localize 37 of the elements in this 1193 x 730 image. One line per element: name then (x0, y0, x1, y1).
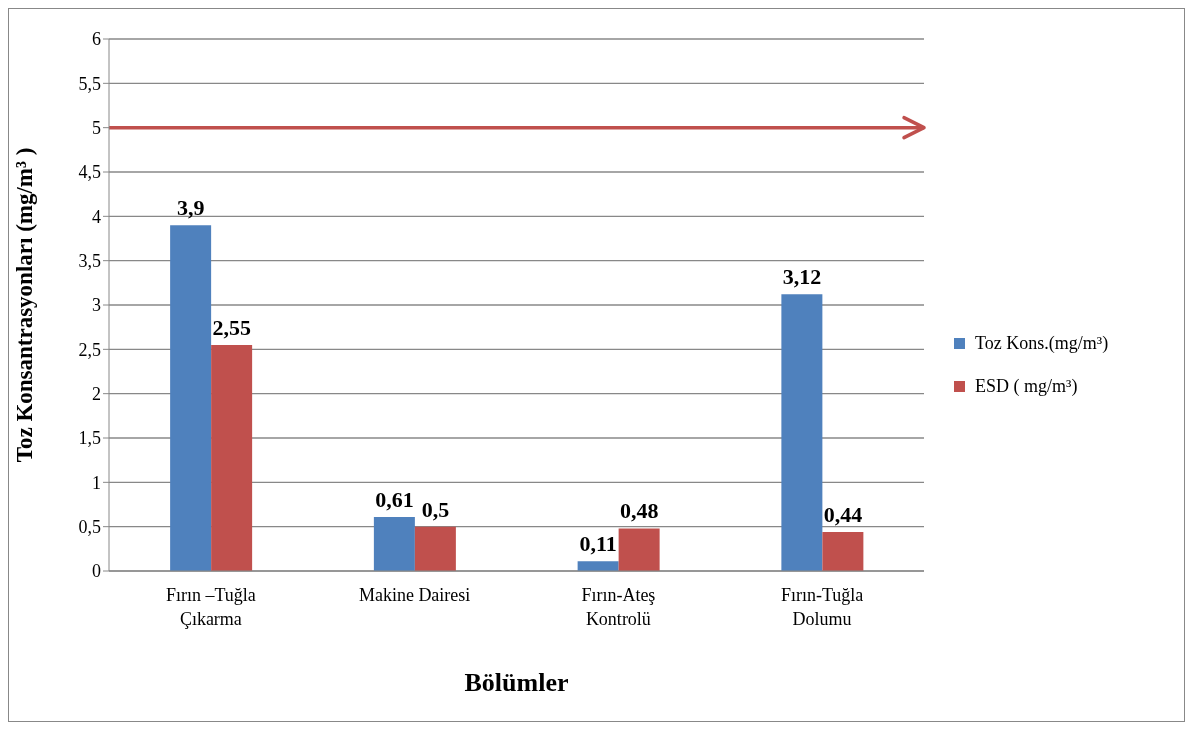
x-tick-label: Fırın –Tuğla Çıkarma (165, 585, 256, 629)
x-tick-label: Fırın-Tuğla Dolumu (780, 585, 864, 629)
y-tick-label: 4 (92, 206, 101, 227)
bar (618, 528, 660, 571)
y-tick-label: 3 (92, 295, 101, 316)
data-label: 0,5 (421, 496, 450, 522)
bar (373, 516, 415, 571)
data-label: 3,9 (176, 195, 205, 221)
bar (211, 344, 253, 571)
y-tick-label: 0 (92, 561, 101, 582)
data-label: 3,12 (782, 264, 822, 290)
y-tick-label: 0,5 (78, 517, 101, 538)
bar (414, 526, 456, 571)
y-tick-label: 3,5 (78, 251, 101, 272)
legend-label: Toz Kons.(mg/m³) (975, 333, 1109, 354)
y-tick-label: 6 (92, 29, 101, 50)
bar (781, 294, 823, 571)
x-tick-label: Fırın-Ateş Kontrolü (581, 585, 656, 629)
y-tick-label: 1,5 (78, 428, 101, 449)
x-tick-label: Makine Dairesi (358, 585, 471, 605)
data-label: 0,48 (619, 498, 659, 524)
y-axis-title: Toz Konsantrasyonları (mg/m³ ) (12, 147, 38, 463)
data-label: 0,61 (375, 486, 414, 512)
data-label: 0,44 (823, 501, 863, 527)
y-tick-label: 5 (92, 118, 101, 139)
bar (822, 531, 864, 571)
data-label: 0,11 (579, 531, 617, 557)
y-tick-label: 2,5 (78, 339, 101, 360)
legend-label: ESD ( mg/m³) (975, 376, 1078, 397)
y-tick-label: 1 (92, 472, 101, 493)
y-tick-label: 5,5 (78, 73, 101, 94)
y-tick-label: 4,5 (78, 162, 101, 183)
x-axis-title: Bölümler (464, 668, 569, 697)
bar (577, 561, 619, 571)
data-label: 2,55 (212, 314, 251, 340)
y-tick-label: 2 (92, 384, 101, 405)
bar (170, 225, 212, 571)
